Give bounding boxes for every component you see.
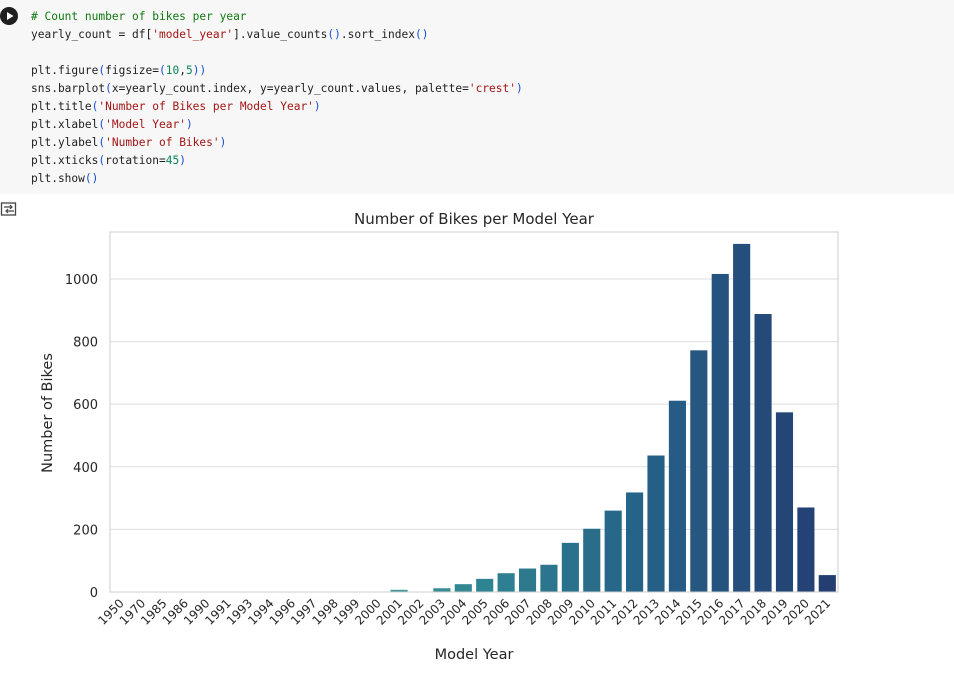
bars: [112, 243, 836, 592]
code-cell[interactable]: # Count number of bikes per year yearly_c…: [0, 0, 954, 194]
bar: [733, 243, 751, 592]
x-axis-label: Model Year: [435, 647, 514, 663]
output-toggle-icon[interactable]: [0, 200, 18, 218]
bar: [497, 573, 515, 592]
bar: [433, 588, 451, 592]
chart-title: Number of Bikes per Model Year: [354, 210, 595, 228]
y-tick-label: 800: [73, 336, 98, 351]
code-line: [31, 44, 523, 62]
bar: [668, 400, 686, 592]
y-tick-label: 400: [73, 461, 98, 476]
code-line: plt.ylabel('Number of Bikes'): [31, 136, 227, 149]
bar: [561, 542, 579, 592]
bar: [775, 412, 794, 592]
code-line: plt.xticks(rotation=45): [31, 154, 186, 167]
bar: [690, 350, 708, 592]
code-line: sns.barplot(x=yearly_count.index, y=year…: [31, 82, 523, 95]
code-line: plt.show(): [31, 172, 99, 185]
plot-frame: [109, 231, 839, 593]
bar: [711, 273, 729, 592]
code-line: plt.title('Number of Bikes per Model Yea…: [31, 100, 321, 113]
bar: [647, 455, 665, 592]
bar: [604, 510, 622, 592]
bar: [476, 578, 494, 592]
bar: [454, 584, 472, 592]
play-circle-icon: [7, 12, 14, 20]
bar: [518, 568, 537, 592]
y-tick-label: 600: [73, 398, 98, 413]
y-tick-label: 0: [90, 586, 98, 601]
y-tick-label: 200: [73, 523, 98, 538]
bar: [818, 575, 836, 592]
y-tick-labels: 0 200 400 600 800 1000: [65, 273, 98, 601]
bar-chart: Number of Bikes per Model Year Model Yea…: [40, 210, 839, 663]
bar: [754, 314, 772, 592]
code-editor[interactable]: # Count number of bikes per year yearly_c…: [31, 8, 523, 188]
code-line: plt.figure(figsize=(10,5)): [31, 64, 207, 77]
code-line: yearly_count = df['model_year'].value_co…: [31, 28, 429, 41]
bar: [797, 507, 815, 592]
code-line: plt.xlabel('Model Year'): [31, 118, 193, 131]
bar: [626, 492, 644, 592]
y-axis-label: Number of Bikes: [40, 353, 56, 473]
bar: [583, 528, 601, 592]
x-tick-labels: 1950197019851986199019911993199419961997…: [95, 596, 833, 627]
code-line: # Count number of bikes per year: [31, 10, 247, 23]
bar: [540, 564, 558, 592]
run-cell-button[interactable]: [0, 7, 18, 25]
bar: [390, 589, 408, 592]
y-tick-label: 1000: [65, 273, 98, 288]
